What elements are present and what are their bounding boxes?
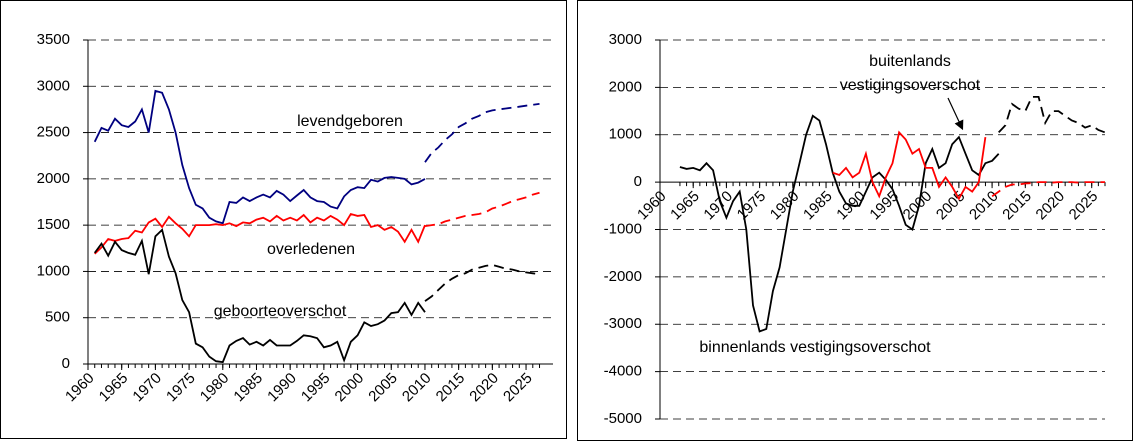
y-tick-label: 2500 — [37, 124, 70, 141]
annotation-arrow — [947, 97, 964, 131]
x-tick-label: 1960 — [634, 188, 670, 224]
x-tick-label: 1985 — [800, 188, 836, 224]
series-line — [94, 212, 426, 255]
x-tick-label: 2005 — [933, 188, 969, 224]
x-tick-label: 1985 — [230, 370, 266, 406]
series-label: buitenlands vestigingsoverschot — [839, 53, 981, 94]
x-tick-label: 1965 — [667, 188, 703, 224]
series-line — [424, 191, 540, 227]
series-line — [998, 96, 1106, 134]
x-tick-label: 1980 — [197, 370, 233, 406]
x-tick-label: 2000 — [332, 370, 368, 406]
y-tick-label: -1000 — [604, 220, 642, 237]
x-tick-label: 1995 — [866, 188, 902, 224]
x-tick-label: 2015 — [999, 188, 1035, 224]
x-tick-label: 1970 — [129, 370, 165, 406]
x-tick-label: 2020 — [466, 370, 502, 406]
y-tick-label: 2000 — [37, 170, 70, 187]
x-tick-label: 2020 — [1033, 188, 1069, 224]
y-tick-label: 2000 — [609, 78, 642, 95]
series-line — [424, 103, 540, 163]
x-tick-label: 1960 — [62, 370, 98, 406]
x-tick-label: 2015 — [433, 370, 469, 406]
series-line — [679, 114, 1000, 333]
series-line — [991, 181, 1105, 198]
y-tick-label: 1500 — [37, 216, 70, 233]
x-tick-label: 1995 — [298, 370, 334, 406]
series-label: levendgeboren — [297, 113, 403, 130]
y-tick-label: 1000 — [609, 126, 642, 143]
series-line — [93, 89, 426, 225]
series-line — [424, 263, 540, 302]
x-tick-label: 2010 — [399, 370, 435, 406]
y-tick-label: 0 — [634, 173, 642, 190]
series-label: geboorteoverschot — [213, 303, 347, 320]
x-tick-label: 2025 — [500, 370, 536, 406]
y-tick-label: 3000 — [37, 77, 70, 94]
x-tick-label: 1990 — [264, 370, 300, 406]
y-tick-label: -4000 — [604, 363, 642, 380]
y-tick-label: 3000 — [609, 31, 642, 48]
y-tick-label: 0 — [62, 355, 70, 372]
series-label: overledenen — [266, 241, 356, 258]
x-tick-label: 1965 — [96, 370, 132, 406]
y-tick-label: -3000 — [604, 315, 642, 332]
x-tick-label: 2005 — [365, 370, 401, 406]
x-tick-label: 1980 — [767, 188, 803, 224]
left-panel — [0, 0, 567, 439]
x-tick-label: 2025 — [1066, 188, 1102, 224]
y-tick-label: 3500 — [37, 31, 70, 48]
y-tick-label: -5000 — [604, 410, 642, 427]
y-tick-label: 500 — [45, 309, 70, 326]
series-label: binnenlands vestigingsoverschot — [699, 339, 931, 356]
series-line — [93, 228, 426, 364]
x-tick-label: 1975 — [163, 370, 199, 406]
y-tick-label: -2000 — [604, 268, 642, 285]
x-tick-label: 2000 — [900, 188, 936, 224]
series-line — [832, 130, 987, 201]
y-tick-label: 1000 — [37, 262, 70, 279]
